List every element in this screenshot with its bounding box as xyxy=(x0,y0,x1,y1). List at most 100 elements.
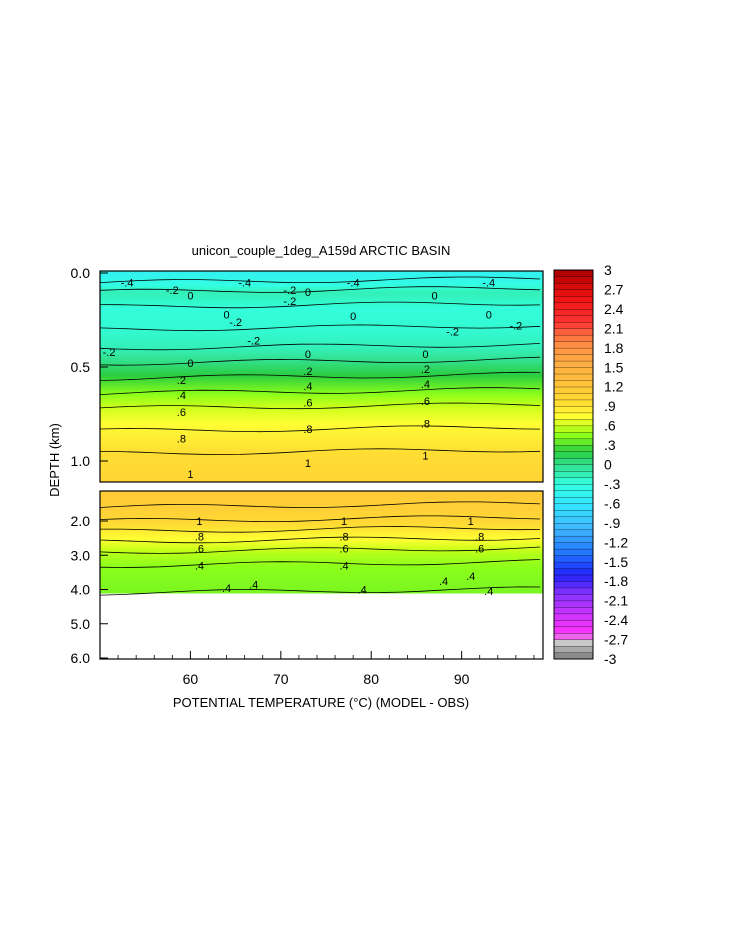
fill-band xyxy=(100,589,543,592)
colorbar-tick-label: 2.7 xyxy=(604,281,624,297)
contour-label: .4 xyxy=(358,585,367,597)
fill-band xyxy=(100,471,543,474)
colorbar-segment xyxy=(553,315,594,323)
colorbar-segment xyxy=(553,645,594,653)
contour-line xyxy=(100,324,541,332)
contour-label: -.2 xyxy=(283,296,296,308)
fill-band xyxy=(100,451,543,454)
colorbar-segment xyxy=(553,367,594,375)
contour-line xyxy=(100,402,541,410)
contour-label: .8 xyxy=(177,433,186,445)
contour-label: -.2 xyxy=(166,285,179,297)
fill-band xyxy=(100,325,543,328)
fill-band xyxy=(100,517,543,520)
contour-line xyxy=(100,286,541,293)
contour-label: .4 xyxy=(466,571,475,583)
fill-band xyxy=(100,379,543,382)
fill-band xyxy=(100,409,543,412)
fill-band xyxy=(100,365,543,368)
colorbar-segment xyxy=(553,282,594,290)
colorbar-segment xyxy=(553,509,594,517)
contour-label: .4 xyxy=(303,381,312,393)
contour-label: .2 xyxy=(303,366,312,378)
colorbar-tick-label: 2.1 xyxy=(604,320,624,336)
colorbar-segment xyxy=(553,606,594,615)
contour-label: -.4 xyxy=(121,277,134,289)
colorbar-frame xyxy=(553,269,594,660)
fill-band xyxy=(100,567,543,570)
contour-label: .6 xyxy=(177,407,186,419)
lower-panel-contour-labels: 1 1 1.8.8.8.6.6.6.4.4.4.4.4.4.4.4 xyxy=(195,516,493,598)
colorbar-segment xyxy=(553,341,594,349)
y-axis-ticks: 0.0 0.5 1.0 2.0 3.0 4.0 5.0 6.0 xyxy=(71,265,108,666)
fill-band xyxy=(100,307,543,310)
colorbar-segment xyxy=(553,386,594,394)
colorbar-segment xyxy=(553,412,594,420)
colorbar-segment xyxy=(553,269,594,277)
contour-label: .6 xyxy=(421,396,430,408)
fill-band xyxy=(100,345,543,348)
colorbar-segment xyxy=(553,399,594,407)
fill-band xyxy=(100,527,543,530)
fill-band xyxy=(100,455,543,458)
colorbar-segment xyxy=(553,321,594,329)
fill-band xyxy=(100,337,543,340)
fill-band xyxy=(100,579,543,582)
fill-band xyxy=(100,547,543,550)
fill-band xyxy=(100,403,543,406)
fill-band xyxy=(100,577,543,580)
contour-label: .4 xyxy=(177,390,186,402)
fill-band xyxy=(100,505,543,508)
fill-band xyxy=(100,419,543,422)
colorbar-tick-labels: 3 2.7 2.4 2.1 1.8 1.5 1.2 .9 .6 .3 0 -.3 -.6 -.9 -1.2 -… xyxy=(604,262,628,667)
y-tick-label: 3.0 xyxy=(71,547,91,563)
contour-label: 0 xyxy=(431,291,437,303)
x-axis-ticks: 60 70 80 90 xyxy=(117,651,535,687)
fill-band xyxy=(100,287,543,290)
fill-band xyxy=(100,317,543,320)
colorbar-segment xyxy=(553,639,594,647)
colorbar-segment xyxy=(553,354,594,362)
fill-band xyxy=(100,543,543,546)
colorbar-segment xyxy=(553,548,594,556)
contour-line xyxy=(100,448,541,456)
fill-band xyxy=(100,353,543,356)
colorbar-segment xyxy=(553,444,594,452)
contour-label: 0 xyxy=(305,287,311,299)
colorbar-segment xyxy=(553,522,594,530)
fill-band xyxy=(100,563,543,566)
fill-band xyxy=(100,569,543,572)
colorbar-segment xyxy=(553,405,594,414)
colorbar-segment xyxy=(553,516,594,524)
fill-band xyxy=(100,447,543,450)
contour-line xyxy=(100,301,541,309)
fill-band xyxy=(100,279,543,282)
fill-band xyxy=(100,319,543,322)
colorbar-tick-label: 0 xyxy=(604,457,612,473)
fill-band xyxy=(100,459,543,462)
fill-band xyxy=(100,415,543,418)
fill-band xyxy=(100,439,543,442)
contour-label: -.2 xyxy=(446,326,459,338)
fill-band xyxy=(100,363,543,366)
fill-band xyxy=(100,501,543,504)
colorbar-tick-label: 1.5 xyxy=(604,359,624,375)
fill-band xyxy=(100,491,543,494)
fill-band xyxy=(100,583,543,586)
x-tick-label: 80 xyxy=(363,671,379,687)
fill-band xyxy=(100,467,543,470)
colorbar-segment xyxy=(553,613,594,621)
contour-label: .8 xyxy=(195,531,204,543)
fill-band xyxy=(100,461,543,464)
fill-band xyxy=(100,297,543,300)
colorbar-segment xyxy=(553,295,594,303)
fill-band xyxy=(100,525,543,528)
fill-band xyxy=(100,591,543,594)
contour-label: 0 xyxy=(486,309,492,321)
contour-label: .6 xyxy=(195,543,204,555)
fill-band xyxy=(100,435,543,438)
fill-band xyxy=(100,355,543,358)
y-tick-label: 6.0 xyxy=(71,650,91,666)
fill-band xyxy=(100,515,543,518)
fill-band xyxy=(100,575,543,578)
